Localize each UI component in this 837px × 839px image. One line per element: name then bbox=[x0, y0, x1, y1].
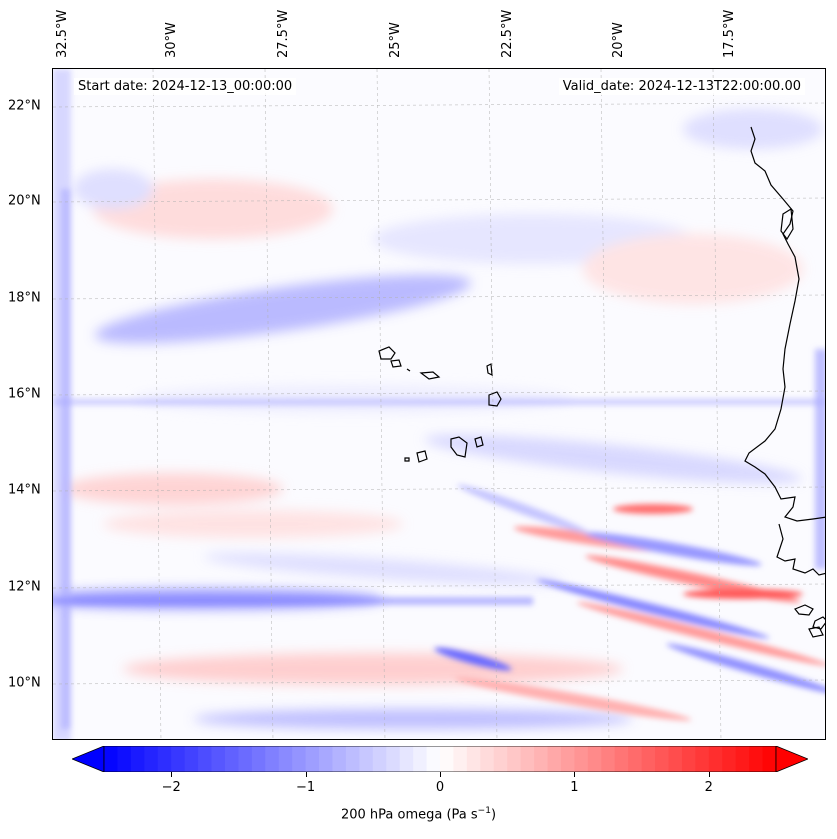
colorbar-step bbox=[305, 746, 320, 772]
colorbar-step bbox=[574, 746, 589, 772]
colorbar-label: 200 hPa omega (Pa s−1) bbox=[340, 806, 497, 823]
colorbar-tick-label: −2 bbox=[161, 780, 181, 795]
lat-label: 22°N bbox=[8, 98, 41, 114]
colorbar-step bbox=[534, 746, 549, 772]
meridian-line bbox=[376, 69, 386, 739]
colorbar-extend-low bbox=[72, 746, 105, 772]
colorbar-step bbox=[762, 746, 777, 772]
colorbar-step bbox=[587, 746, 602, 772]
lon-label: 30°W bbox=[164, 22, 179, 58]
colorbar-tick-mark bbox=[708, 772, 710, 777]
lon-label: 27.5°W bbox=[276, 9, 291, 58]
colorbar-step bbox=[238, 746, 253, 772]
colorbar-steps bbox=[103, 746, 777, 772]
colorbar-step bbox=[453, 746, 468, 772]
lat-label: 18°N bbox=[8, 290, 41, 306]
colorbar-tick-mark bbox=[440, 772, 441, 777]
colorbar-step bbox=[399, 746, 414, 772]
colorbar-step bbox=[292, 746, 307, 772]
colorbar-step bbox=[319, 746, 333, 772]
colorbar-tick-label: 0 bbox=[435, 780, 445, 795]
colorbar-step bbox=[547, 746, 562, 772]
colorbar-step bbox=[426, 746, 441, 772]
colorbar-step bbox=[655, 746, 669, 772]
colorbar-step bbox=[251, 746, 266, 772]
colorbar-step bbox=[440, 746, 454, 772]
lat-label: 20°N bbox=[8, 193, 41, 209]
coastlines bbox=[378, 126, 825, 638]
colorbar-step bbox=[372, 746, 387, 772]
colorbar-step bbox=[695, 746, 710, 772]
colorbar-step bbox=[359, 746, 374, 772]
colorbar-step bbox=[708, 746, 723, 772]
colorbar-step bbox=[157, 746, 172, 772]
start-date-label: Start date: 2024-12-13_00:00:00 bbox=[74, 78, 297, 95]
lat-label: 16°N bbox=[8, 386, 41, 402]
colorbar-step bbox=[480, 746, 495, 772]
colorbar-step bbox=[735, 746, 750, 772]
colorbar-step bbox=[130, 746, 145, 772]
meridian-line bbox=[712, 69, 722, 739]
colorbar-step bbox=[345, 746, 360, 772]
colorbar-step bbox=[749, 746, 764, 772]
colorbar-step bbox=[601, 746, 616, 772]
lon-label: 20°W bbox=[611, 22, 626, 58]
omega-field bbox=[53, 69, 825, 739]
lat-label: 10°N bbox=[8, 675, 41, 691]
colorbar-tick-mark bbox=[171, 772, 173, 777]
map-panel bbox=[52, 68, 826, 740]
colorbar-step bbox=[413, 746, 428, 772]
colorbar-step bbox=[184, 746, 199, 772]
colorbar-step bbox=[278, 746, 293, 772]
meridian-line bbox=[152, 69, 162, 739]
colorbar-step bbox=[520, 746, 535, 772]
colorbar-step bbox=[144, 746, 159, 772]
colorbar-step bbox=[722, 746, 737, 772]
meridian-line bbox=[264, 69, 274, 739]
colorbar-step bbox=[681, 746, 696, 772]
colorbar-step bbox=[466, 746, 481, 772]
colorbar bbox=[72, 746, 808, 772]
colorbar-tick-label: 2 bbox=[704, 780, 713, 795]
colorbar-step bbox=[104, 746, 118, 772]
colorbar-tick-label: 1 bbox=[570, 780, 579, 795]
colorbar-step bbox=[265, 746, 280, 772]
lon-label: 17.5°W bbox=[722, 9, 737, 58]
colorbar-step bbox=[493, 746, 508, 772]
colorbar-tick-mark bbox=[305, 772, 307, 777]
meridian-line bbox=[600, 69, 610, 739]
colorbar-step bbox=[668, 746, 683, 772]
lon-label: 22.5°W bbox=[500, 9, 515, 58]
colorbar-step bbox=[224, 746, 239, 772]
lat-label: 12°N bbox=[8, 579, 41, 595]
valid-date-label: Valid_date: 2024-12-13T22:00:00.00 bbox=[558, 78, 805, 95]
colorbar-tick-mark bbox=[574, 772, 576, 777]
colorbar-step bbox=[171, 746, 186, 772]
lon-label: 32.5°W bbox=[55, 9, 70, 58]
colorbar-step bbox=[198, 746, 213, 772]
omega-field-map bbox=[53, 69, 825, 739]
colorbar-step bbox=[507, 746, 522, 772]
colorbar-extend-high bbox=[775, 746, 808, 772]
colorbar-tick-label: −1 bbox=[296, 780, 316, 795]
colorbar-step bbox=[211, 746, 226, 772]
colorbar-step bbox=[117, 746, 132, 772]
colorbar-step bbox=[386, 746, 401, 772]
lon-label: 25°W bbox=[388, 22, 403, 58]
parallel-line bbox=[53, 102, 825, 108]
colorbar-step bbox=[641, 746, 656, 772]
colorbar-step bbox=[560, 746, 575, 772]
colorbar-step bbox=[614, 746, 629, 772]
colorbar-step bbox=[332, 746, 347, 772]
lat-label: 14°N bbox=[8, 482, 41, 498]
colorbar-step bbox=[628, 746, 643, 772]
